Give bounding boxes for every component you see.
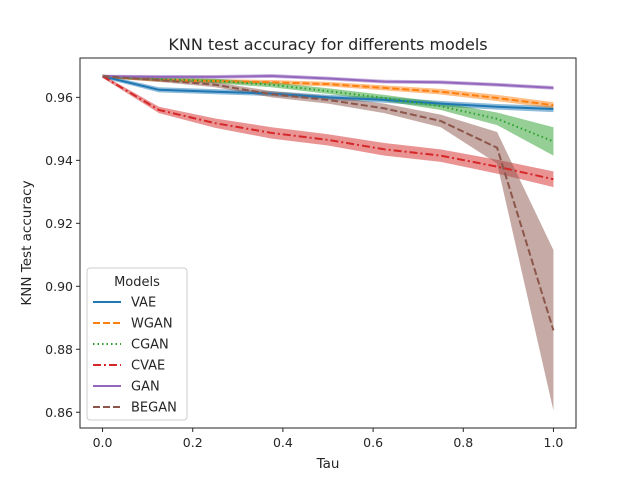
series-line-gan — [102, 74, 554, 89]
series-line-cvae — [102, 75, 554, 181]
x-tick-label: 0.8 — [453, 435, 473, 450]
legend-box — [86, 267, 188, 421]
x-tick-label: 0.0 — [93, 435, 113, 450]
legend-items: VAE WGAN CGAN CVAE GAN BEGAN — [93, 296, 177, 416]
band-cvae — [102, 74, 554, 188]
x-axis-ticks: 0.0 0.2 0.4 0.6 0.8 1.0 — [93, 428, 564, 450]
legend-label-vae: VAE — [131, 296, 156, 311]
series-line-began — [102, 75, 555, 331]
y-tick-label: 0.86 — [45, 405, 73, 420]
legend: Models VAE WGAN CGAN CVAE GAN BEGAN — [86, 267, 188, 421]
y-tick-label: 0.88 — [45, 342, 73, 357]
y-axis-label: KNN Test accuracy — [19, 180, 35, 305]
plot-frame — [79, 57, 577, 429]
x-axis-label: Tau — [316, 456, 340, 472]
y-tick-label: 0.96 — [45, 90, 73, 105]
x-tick-label: 1.0 — [544, 435, 564, 450]
y-axis-ticks: 0.86 0.88 0.90 0.92 0.94 0.96 — [45, 90, 80, 420]
legend-label-began: BEGAN — [131, 401, 177, 416]
legend-label-cvae: CVAE — [131, 359, 165, 374]
band-gan — [102, 74, 554, 90]
x-tick-label: 0.2 — [183, 435, 203, 450]
y-tick-label: 0.90 — [45, 279, 73, 294]
legend-label-gan: GAN — [131, 380, 160, 395]
x-tick-label: 0.4 — [273, 435, 293, 450]
chart-title: KNN test accuracy for differents models — [168, 35, 487, 54]
y-tick-label: 0.92 — [45, 216, 73, 231]
legend-label-wgan: WGAN — [131, 317, 173, 332]
series-lines — [102, 74, 555, 331]
series-line-vae — [102, 75, 554, 111]
series-line-wgan — [102, 75, 554, 107]
legend-label-cgan: CGAN — [131, 338, 169, 353]
y-tick-label: 0.94 — [45, 153, 73, 168]
series-line-cgan — [102, 75, 554, 143]
legend-title: Models — [114, 275, 160, 290]
x-tick-label: 0.6 — [363, 435, 383, 450]
